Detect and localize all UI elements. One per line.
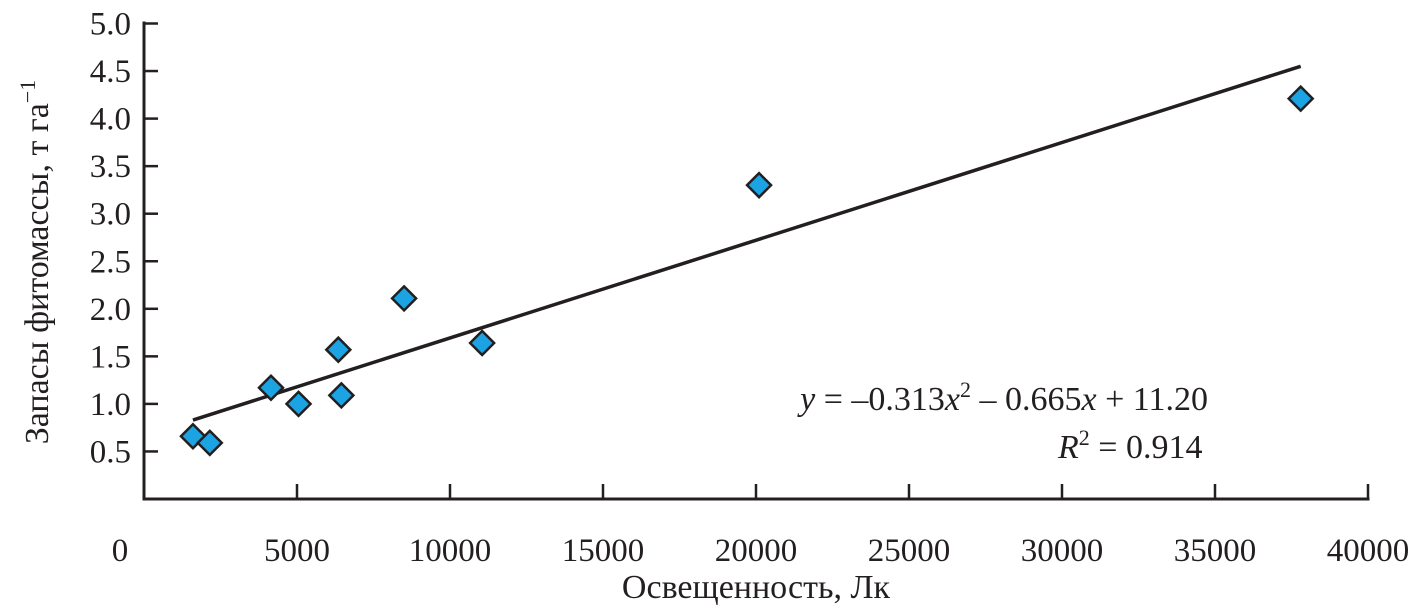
y-tick-label: 3.0 [90,197,131,233]
y-tick-label: 4.0 [90,102,131,138]
y-axis-title: Запасы фитомассы, т га−1 [15,80,56,445]
r-squared: R2 = 0.914 [1057,425,1202,466]
ticks: 0 5000 10000 15000 20000 25000 30000 35000 40000… [90,7,1410,570]
data-point [324,335,353,364]
x-tick-label: 0 [112,533,129,569]
x-tick-label: 15000 [562,533,645,569]
y-axis-title-sup: −1 [15,80,40,103]
data-point [745,171,773,199]
y-tick-label: 4.5 [90,54,131,90]
x-tick-label: 10000 [409,533,492,569]
data-point [284,390,313,418]
y-tick-label: 5.0 [90,7,131,43]
trend-line [192,64,1302,422]
y-tick-label: 1.0 [90,387,131,423]
regression-equation: y = –0.313x2 – 0.665x + 11.20 [797,377,1208,418]
x-tick-label: 25000 [868,533,951,569]
y-tick-label: 2.5 [90,244,131,280]
x-tick-label: 5000 [264,533,330,569]
data-point [327,381,356,410]
data-point [1286,84,1315,113]
y-tick-label: 2.0 [90,292,131,328]
x-tick-label: 20000 [715,533,798,569]
y-tick-label: 1.5 [90,339,131,375]
data-point [196,429,224,457]
x-axis-title: Освещенность, Лк [622,569,891,606]
data-point [257,373,285,402]
y-tick-label: 3.5 [90,149,131,185]
y-axis-title-main: Запасы фитомассы, т га [19,103,56,444]
x-tick-label: 35000 [1174,533,1257,569]
y-tick-label: 0.5 [90,434,131,470]
x-tick-label: 30000 [1021,533,1104,569]
data-points [179,84,1315,457]
data-point [468,329,496,357]
x-tick-label: 40000 [1327,533,1410,569]
data-point [390,284,418,313]
